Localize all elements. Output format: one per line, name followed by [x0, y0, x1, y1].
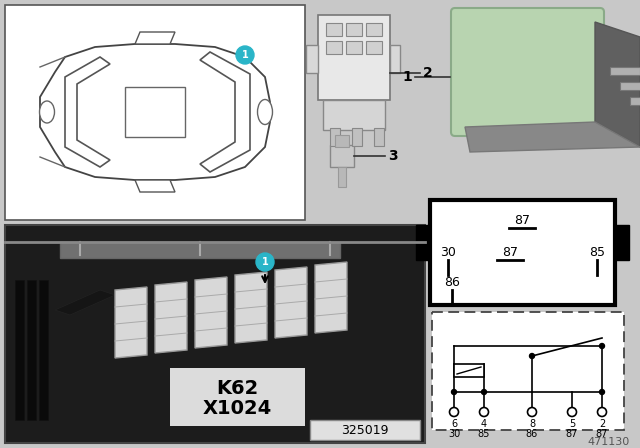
Circle shape [600, 344, 605, 349]
Text: X1024: X1024 [202, 399, 271, 418]
FancyBboxPatch shape [170, 368, 305, 426]
Bar [346, 41, 362, 54]
Text: 325019: 325019 [341, 423, 388, 436]
Circle shape [529, 353, 534, 358]
Text: 3: 3 [388, 149, 397, 163]
Circle shape [256, 253, 274, 271]
Text: 4: 4 [481, 419, 487, 429]
Bar [374, 128, 384, 146]
Bar [15, 280, 24, 420]
Bar [335, 135, 349, 147]
Bar [430, 200, 615, 305]
Bar [454, 364, 484, 377]
Circle shape [598, 408, 607, 417]
Text: K62: K62 [216, 379, 258, 397]
Bar [416, 225, 430, 260]
Polygon shape [135, 32, 175, 44]
Text: 85: 85 [589, 246, 605, 258]
Bar [5, 5, 305, 220]
Circle shape [527, 408, 536, 417]
Polygon shape [200, 52, 250, 172]
Bar [366, 23, 382, 36]
Polygon shape [465, 122, 640, 152]
Bar [620, 82, 640, 90]
Bar [352, 128, 362, 146]
Bar [630, 97, 640, 105]
Text: 30: 30 [440, 246, 456, 258]
Text: 5: 5 [569, 419, 575, 429]
Bar [432, 312, 624, 430]
FancyBboxPatch shape [451, 8, 604, 136]
Bar [306, 45, 318, 73]
Polygon shape [115, 287, 147, 358]
Text: 86: 86 [444, 276, 460, 289]
Polygon shape [275, 267, 307, 338]
Circle shape [568, 408, 577, 417]
Text: 30: 30 [448, 429, 460, 439]
Bar [39, 280, 48, 420]
Bar [390, 45, 400, 73]
Text: 2: 2 [599, 419, 605, 429]
Bar [330, 128, 340, 146]
Circle shape [449, 408, 458, 417]
Text: 87: 87 [502, 246, 518, 258]
Text: 8: 8 [529, 419, 535, 429]
Bar [125, 87, 185, 137]
Polygon shape [55, 290, 115, 315]
Text: 87: 87 [566, 429, 578, 439]
Text: 86: 86 [526, 429, 538, 439]
Text: 1: 1 [262, 257, 268, 267]
Bar [346, 23, 362, 36]
Polygon shape [135, 180, 175, 192]
Bar [5, 225, 425, 443]
Polygon shape [315, 262, 347, 333]
Bar [615, 225, 629, 260]
Polygon shape [195, 277, 227, 348]
Polygon shape [65, 57, 110, 167]
Polygon shape [40, 44, 270, 180]
Bar [338, 167, 346, 187]
Text: 1: 1 [242, 50, 248, 60]
Text: 2: 2 [423, 66, 433, 80]
Bar [60, 242, 340, 258]
Polygon shape [235, 272, 267, 343]
Text: 471130: 471130 [588, 437, 630, 447]
Bar [318, 15, 390, 100]
Bar [610, 67, 640, 75]
Bar [326, 41, 342, 54]
FancyBboxPatch shape [310, 420, 420, 440]
Text: 87: 87 [596, 429, 608, 439]
Text: 6: 6 [451, 419, 457, 429]
Circle shape [479, 408, 488, 417]
Text: 87: 87 [514, 214, 530, 227]
Ellipse shape [40, 101, 54, 123]
Bar [323, 100, 385, 130]
Polygon shape [595, 22, 640, 147]
Circle shape [600, 389, 605, 395]
Text: 1: 1 [403, 70, 412, 84]
Polygon shape [155, 282, 187, 353]
Text: 85: 85 [478, 429, 490, 439]
Circle shape [481, 389, 486, 395]
Ellipse shape [257, 99, 273, 125]
Bar [330, 145, 354, 167]
Circle shape [236, 46, 254, 64]
Bar [326, 23, 342, 36]
Bar [366, 41, 382, 54]
Circle shape [451, 389, 456, 395]
Bar [27, 280, 36, 420]
